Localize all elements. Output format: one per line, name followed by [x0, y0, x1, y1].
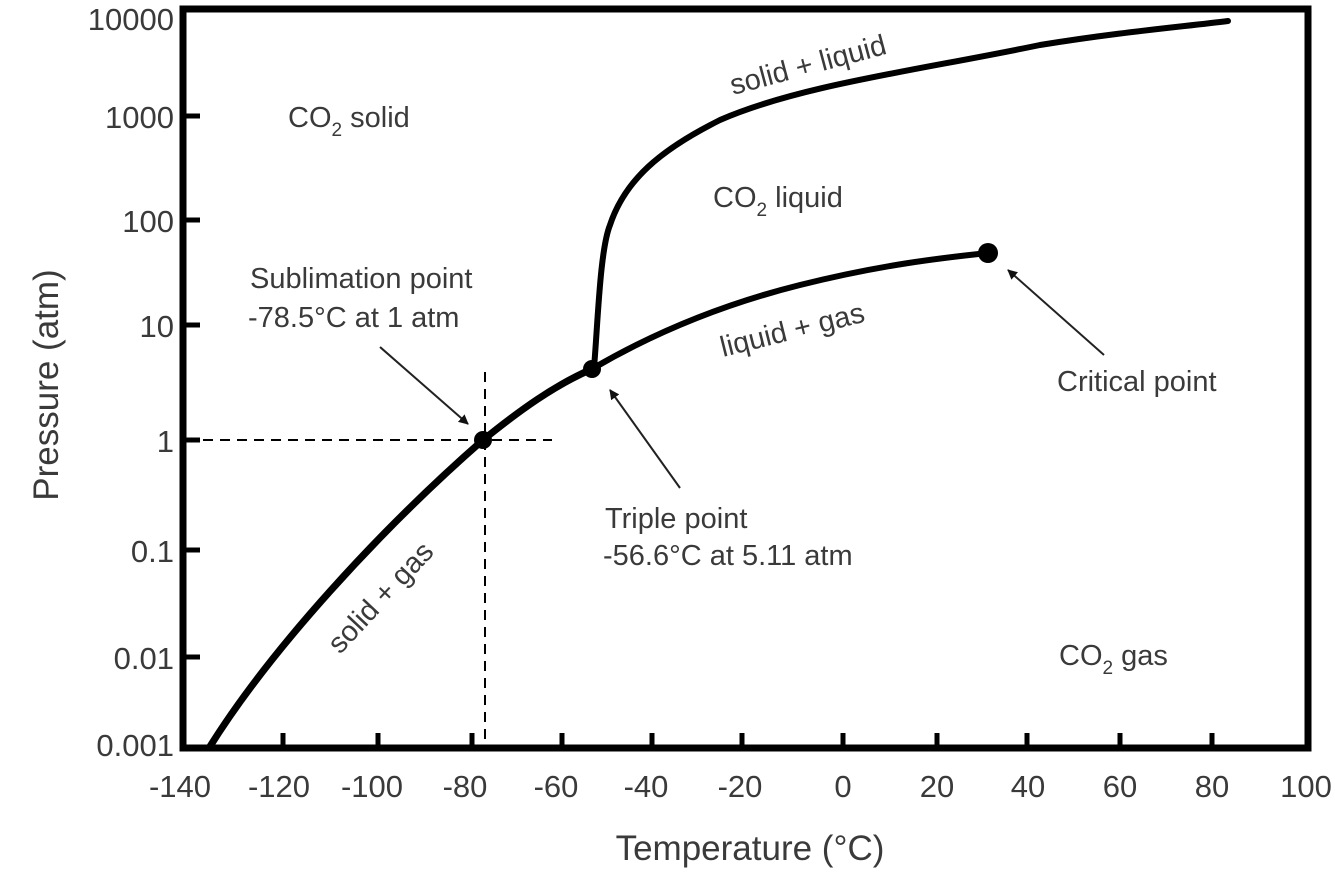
region-label-gas: CO2 gas: [1059, 640, 1168, 679]
solid-gas-curve: [205, 365, 596, 752]
liquid-gas-curve: [589, 250, 991, 372]
critical-point-annotation: Critical point: [1057, 366, 1217, 398]
sublimation-annotation-line2: -78.5°C at 1 atm: [248, 302, 459, 334]
y-tick-0-001: 0.001: [96, 728, 174, 763]
x-tick-labels: -140 -120 -100 -80 -60 -40 -20 0 20 40 6…: [149, 769, 1332, 804]
x-tick-100: 100: [1280, 769, 1332, 804]
y-tick-labels: 10000 1000 100 10 1 0.1 0.01 0.001: [88, 2, 174, 763]
curve-label-liquid-gas: liquid + gas: [717, 297, 868, 364]
triple-point-annotation-line2: -56.6°C at 5.11 atm: [603, 540, 853, 572]
y-tick-1: 1: [157, 424, 174, 459]
x-tick--100: -100: [341, 769, 403, 804]
region-label-solid: CO2 solid: [288, 102, 410, 141]
critical-point-arrow: [1007, 269, 1105, 356]
x-tick--120: -120: [248, 769, 310, 804]
x-tick-80: 80: [1195, 769, 1229, 804]
x-tick-20: 20: [920, 769, 954, 804]
x-axis-title: Temperature (°C): [616, 829, 885, 868]
y-tick-10000: 10000: [88, 2, 174, 37]
triple-point-arrow: [609, 389, 681, 489]
y-tick-0-1: 0.1: [131, 534, 174, 569]
region-label-liquid: CO2 liquid: [713, 182, 843, 221]
x-tick-0: 0: [834, 769, 851, 804]
x-tick--20: -20: [718, 769, 763, 804]
x-ticks: [280, 733, 1215, 748]
critical-point-marker: [978, 243, 998, 263]
x-tick--80: -80: [443, 769, 488, 804]
y-tick-1000: 1000: [105, 100, 174, 135]
triple-point-annotation-line1: Triple point: [605, 503, 747, 535]
y-tick-100: 100: [122, 204, 174, 239]
y-axis-title: Pressure (atm): [27, 269, 66, 500]
x-tick--60: -60: [534, 769, 579, 804]
solid-liquid-curve: [591, 18, 1231, 371]
plot-frame: [179, 5, 1312, 752]
x-tick--40: -40: [624, 769, 669, 804]
sublimation-annotation-line1: Sublimation point: [250, 263, 472, 295]
y-tick-10: 10: [140, 309, 174, 344]
sublimation-arrow: [379, 346, 469, 425]
sublimation-point-marker: [474, 431, 492, 449]
curve-label-solid-gas: solid + gas: [322, 536, 441, 660]
y-ticks: [183, 113, 200, 660]
x-tick-60: 60: [1103, 769, 1137, 804]
triple-point-marker: [583, 360, 601, 378]
x-tick-40: 40: [1011, 769, 1045, 804]
y-tick-0-01: 0.01: [114, 641, 174, 676]
x-tick--140: -140: [149, 769, 211, 804]
